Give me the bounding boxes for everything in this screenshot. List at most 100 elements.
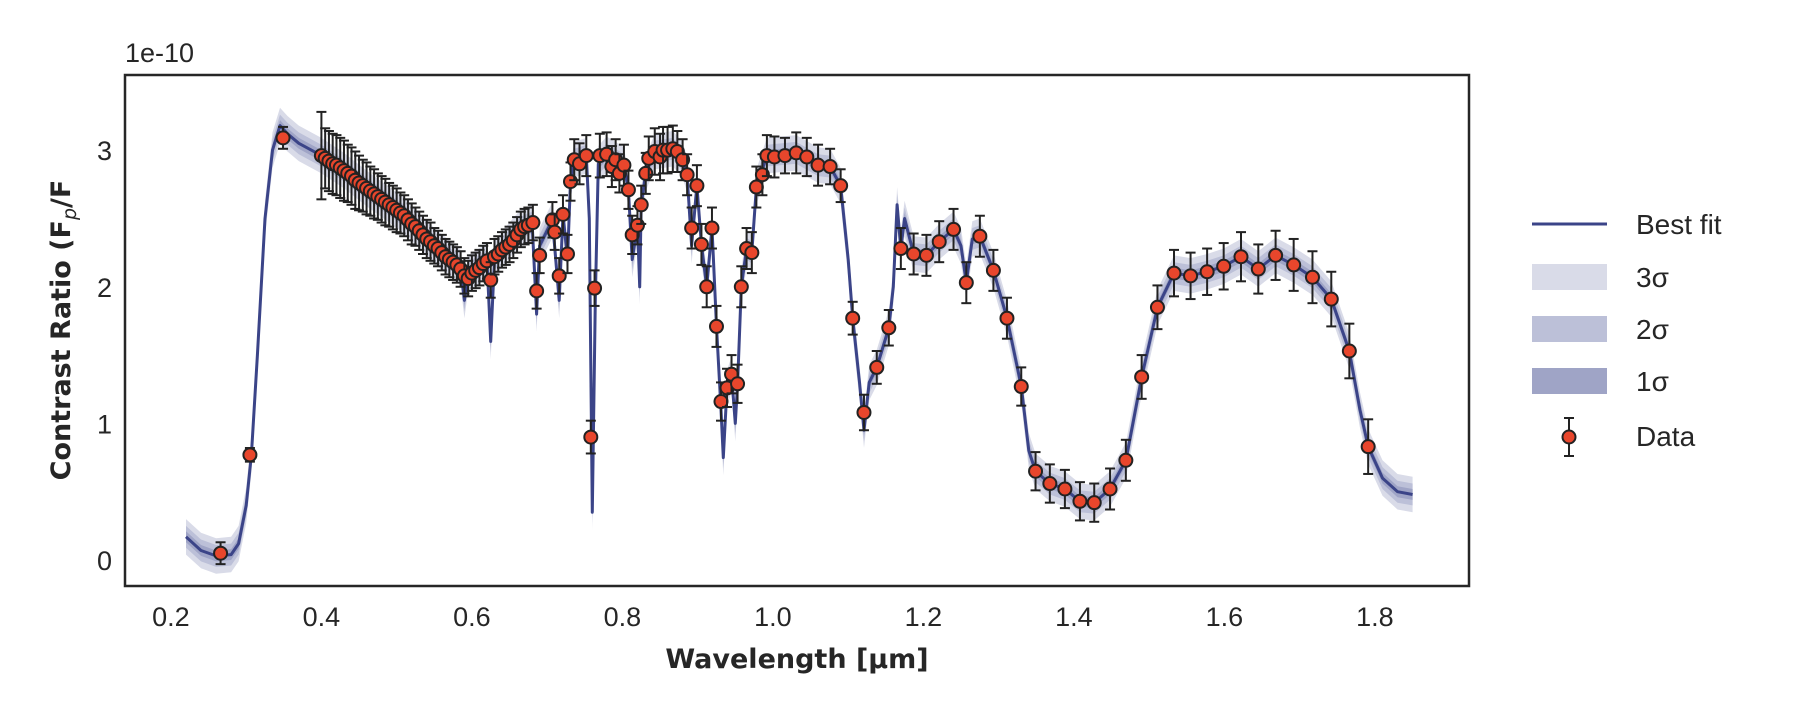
data-marker (958, 275, 974, 291)
data-marker (1233, 249, 1249, 265)
data-point (1199, 247, 1215, 296)
data-marker (708, 318, 724, 334)
data-marker (1183, 268, 1199, 284)
data-point (893, 227, 909, 271)
y-offset-label: 1e-10 (125, 38, 194, 68)
y-tick-labels: 0 1 2 3 (97, 136, 112, 576)
legend-2sigma-swatch (1532, 316, 1607, 342)
legend-3sigma-label: 3σ (1636, 262, 1669, 293)
data-point (689, 164, 705, 208)
data-marker (833, 178, 849, 194)
data-point (275, 125, 291, 150)
data-point (708, 304, 724, 348)
data-marker (693, 236, 709, 252)
data-point (1057, 468, 1073, 510)
data-marker (799, 149, 815, 165)
data-point (881, 309, 897, 347)
data-point (1028, 451, 1044, 492)
data-marker (578, 148, 594, 164)
legend-3sigma-swatch (1532, 264, 1607, 290)
data-marker (845, 310, 861, 326)
data-marker (559, 246, 575, 262)
data-point (547, 213, 563, 251)
data-point (1216, 242, 1232, 291)
legend-best-fit-label: Best fit (1636, 209, 1722, 240)
data-point (532, 236, 548, 275)
data-marker (483, 272, 499, 288)
plot-frame (123, 73, 1471, 588)
data-point (559, 233, 575, 275)
data-point (766, 135, 782, 179)
data-marker (822, 159, 838, 175)
data-marker (1166, 265, 1182, 281)
data-marker (1360, 439, 1376, 455)
data-point (1323, 270, 1339, 328)
x-tick-labels: 0.2 0.4 0.6 0.8 1.0 1.2 1.4 1.6 1.8 (152, 602, 1394, 632)
x-tick-label: 1.4 (1055, 602, 1093, 632)
data-point (1086, 482, 1102, 523)
data-point (242, 447, 258, 463)
data-point (918, 233, 934, 277)
legend-2sigma-label: 2σ (1636, 314, 1669, 345)
data-point (985, 248, 1001, 292)
data-marker (730, 376, 746, 392)
data-point (744, 231, 760, 275)
data-marker (856, 404, 872, 420)
data-marker (906, 246, 922, 262)
data-marker (1134, 369, 1150, 385)
data-marker (1028, 463, 1044, 479)
data-point (972, 214, 988, 258)
data-marker (1250, 261, 1266, 277)
data-marker (699, 279, 715, 295)
x-tick-label: 1.6 (1206, 602, 1244, 632)
data-marker (744, 245, 760, 261)
y-axis-label: Contrast Ratio (Fp/F (46, 180, 81, 481)
data-point (856, 393, 872, 432)
data-point (684, 206, 700, 250)
data-point (529, 272, 545, 310)
data-marker (213, 545, 229, 561)
data-point (551, 257, 567, 295)
x-tick-label: 1.8 (1356, 602, 1394, 632)
data-point (699, 265, 715, 309)
data-marker (525, 215, 541, 231)
legend-1sigma-swatch (1532, 368, 1607, 394)
legend-data-swatch (1561, 417, 1577, 457)
data-marker (242, 447, 258, 463)
data-marker (1304, 269, 1320, 285)
data-point (587, 269, 603, 307)
data-point (1166, 248, 1182, 298)
data-marker (638, 165, 654, 181)
data-point (1013, 366, 1029, 407)
data-point (616, 143, 632, 187)
data-marker (1341, 343, 1357, 359)
data-marker (1286, 257, 1302, 273)
data-point (733, 265, 749, 309)
data-marker (1102, 481, 1118, 497)
y-tick-label: 0 (97, 546, 112, 576)
data-marker (616, 157, 632, 173)
data-point (869, 349, 885, 385)
x-tick-label: 0.8 (604, 602, 642, 632)
data-marker (810, 157, 826, 173)
data-marker (946, 221, 962, 237)
legend: Best fit 3σ 2σ 1σ Data (1532, 209, 1722, 457)
x-tick-label: 0.2 (152, 602, 190, 632)
data-marker (684, 220, 700, 236)
data-point (1304, 250, 1320, 305)
data-point (1042, 463, 1058, 504)
data-point (1118, 438, 1134, 482)
data-point (799, 136, 815, 178)
data-marker (583, 429, 599, 445)
data-point (704, 206, 720, 250)
data-point (1286, 237, 1302, 292)
data-point (578, 134, 594, 178)
data-point (931, 220, 947, 264)
data-point (1102, 467, 1118, 511)
data-point (679, 153, 695, 197)
data-marker (689, 178, 705, 194)
data-marker (733, 279, 749, 295)
data-marker (555, 206, 571, 222)
data-marker (1013, 379, 1029, 395)
